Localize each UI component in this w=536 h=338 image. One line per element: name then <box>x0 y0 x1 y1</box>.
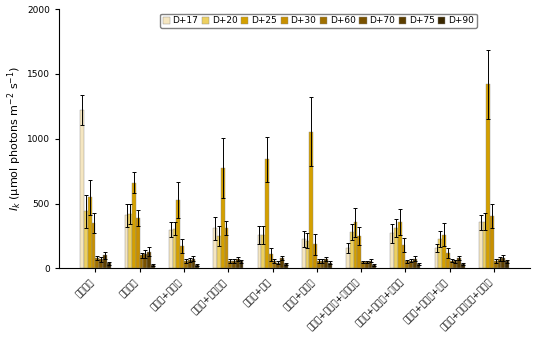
Bar <box>188 260 191 268</box>
Bar <box>346 248 350 268</box>
Bar <box>390 234 394 268</box>
Bar <box>176 200 180 268</box>
Bar <box>240 261 243 268</box>
Bar <box>144 254 147 268</box>
Bar <box>236 259 240 268</box>
Bar <box>505 261 509 268</box>
Bar <box>103 256 107 268</box>
Bar <box>450 261 453 268</box>
Bar <box>409 261 413 268</box>
Bar <box>136 218 140 268</box>
Bar <box>405 261 409 268</box>
Legend: D+17, D+20, D+25, D+30, D+60, D+70, D+75, D+90: D+17, D+20, D+25, D+30, D+60, D+70, D+75… <box>160 14 477 28</box>
Bar <box>184 261 188 268</box>
Y-axis label: $I_k$ (μmol photons m$^{-2}$ s$^{-1}$): $I_k$ (μmol photons m$^{-2}$ s$^{-1}$) <box>5 66 24 211</box>
Bar <box>195 265 199 268</box>
Bar <box>273 261 277 268</box>
Bar <box>84 211 88 268</box>
Bar <box>92 223 95 268</box>
Bar <box>487 84 490 268</box>
Bar <box>99 259 103 268</box>
Bar <box>140 256 144 268</box>
Bar <box>461 264 465 268</box>
Bar <box>95 258 99 268</box>
Bar <box>173 229 176 268</box>
Bar <box>107 263 110 268</box>
Bar <box>180 246 184 268</box>
Bar <box>217 236 221 268</box>
Bar <box>129 214 132 268</box>
Bar <box>221 168 225 268</box>
Bar <box>442 235 446 268</box>
Bar <box>435 248 438 268</box>
Bar <box>317 261 321 268</box>
Bar <box>354 222 358 268</box>
Bar <box>309 131 313 268</box>
Bar <box>321 261 324 268</box>
Bar <box>350 232 354 268</box>
Bar <box>416 264 420 268</box>
Bar <box>373 265 376 268</box>
Bar <box>261 235 265 268</box>
Bar <box>498 259 502 268</box>
Bar <box>306 241 309 268</box>
Bar <box>225 228 228 268</box>
Bar <box>80 110 84 268</box>
Bar <box>479 222 482 268</box>
Bar <box>438 239 442 268</box>
Bar <box>365 262 369 268</box>
Bar <box>280 258 284 268</box>
Bar <box>398 222 401 268</box>
Bar <box>453 261 457 268</box>
Bar <box>125 215 129 268</box>
Bar <box>369 261 373 268</box>
Bar <box>394 228 398 268</box>
Bar <box>324 259 328 268</box>
Bar <box>502 258 505 268</box>
Bar <box>257 235 261 268</box>
Bar <box>328 263 332 268</box>
Bar <box>446 253 450 268</box>
Bar <box>132 183 136 268</box>
Bar <box>265 160 269 268</box>
Bar <box>494 261 498 268</box>
Bar <box>302 239 306 268</box>
Bar <box>191 259 195 268</box>
Bar <box>147 251 151 268</box>
Bar <box>213 228 217 268</box>
Bar <box>151 265 155 268</box>
Bar <box>313 244 317 268</box>
Bar <box>457 258 461 268</box>
Bar <box>401 245 405 268</box>
Bar <box>358 236 361 268</box>
Bar <box>482 222 487 268</box>
Bar <box>169 230 173 268</box>
Bar <box>228 261 232 268</box>
Bar <box>88 197 92 268</box>
Bar <box>269 254 273 268</box>
Bar <box>361 262 365 268</box>
Bar <box>232 261 236 268</box>
Bar <box>284 264 288 268</box>
Bar <box>413 259 416 268</box>
Bar <box>490 216 494 268</box>
Bar <box>277 263 280 268</box>
